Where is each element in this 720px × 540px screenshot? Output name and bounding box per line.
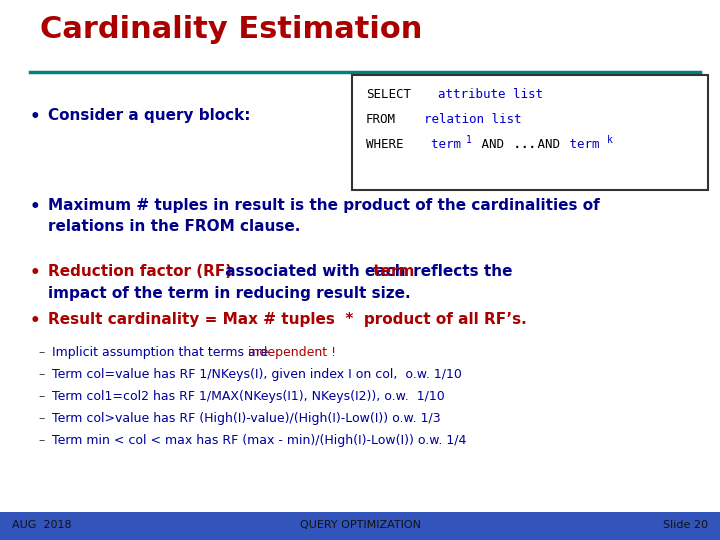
Text: Term col>value has RF (High(I)-value)/(High(I)-Low(I)) o.w. 1/3: Term col>value has RF (High(I)-value)/(H…	[52, 412, 441, 425]
Text: AUG  2018: AUG 2018	[12, 520, 71, 530]
Text: reflects the: reflects the	[408, 264, 513, 279]
Text: •: •	[30, 198, 40, 216]
Text: impact of the term in reducing result size.: impact of the term in reducing result si…	[48, 286, 410, 301]
Text: k: k	[607, 135, 613, 145]
Text: Slide 20: Slide 20	[663, 520, 708, 530]
Text: –: –	[38, 434, 44, 447]
Text: WHERE: WHERE	[366, 138, 403, 151]
Bar	[0, 512, 720, 540]
Text: Consider a query block:: Consider a query block:	[48, 108, 251, 123]
Text: SELECT: SELECT	[366, 88, 411, 101]
Text: –: –	[38, 390, 44, 403]
Text: term: term	[368, 264, 415, 279]
Text: term: term	[562, 138, 600, 151]
Text: Term min < col < max has RF (max - min)/(High(I)-Low(I)) o.w. 1/4: Term min < col < max has RF (max - min)/…	[52, 434, 467, 447]
Text: ...: ...	[506, 138, 536, 151]
Text: Reduction factor (RF): Reduction factor (RF)	[48, 264, 232, 279]
Text: Maximum # tuples in result is the product of the cardinalities of
relations in t: Maximum # tuples in result is the produc…	[48, 198, 600, 234]
Text: Implicit assumption that terms are: Implicit assumption that terms are	[52, 346, 272, 359]
Text: associated with each: associated with each	[220, 264, 405, 279]
Text: AND: AND	[474, 138, 504, 151]
Text: –: –	[38, 368, 44, 381]
Text: •: •	[30, 312, 40, 330]
Text: term: term	[416, 138, 461, 151]
Text: QUERY OPTIMIZATION: QUERY OPTIMIZATION	[300, 520, 420, 530]
Text: Result cardinality = Max # tuples  *  product of all RF’s.: Result cardinality = Max # tuples * prod…	[48, 312, 527, 327]
Text: FROM: FROM	[366, 113, 396, 126]
Text: 1: 1	[466, 135, 472, 145]
Text: •: •	[30, 264, 40, 282]
Text: attribute list: attribute list	[423, 88, 543, 101]
Text: Cardinality Estimation: Cardinality Estimation	[40, 15, 423, 44]
Bar	[352, 75, 708, 190]
Text: Term col1=col2 has RF 1/MAX(NKeys(I1), NKeys(I2)), o.w.  1/10: Term col1=col2 has RF 1/MAX(NKeys(I1), N…	[52, 390, 445, 403]
Text: –: –	[38, 412, 44, 425]
Text: AND: AND	[530, 138, 560, 151]
Text: Term col=value has RF 1/NKeys(I), given index I on col,  o.w. 1/10: Term col=value has RF 1/NKeys(I), given …	[52, 368, 462, 381]
Text: relation list: relation list	[409, 113, 521, 126]
Text: –: –	[38, 346, 44, 359]
Text: independent !: independent !	[248, 346, 336, 359]
Text: •: •	[30, 108, 40, 126]
